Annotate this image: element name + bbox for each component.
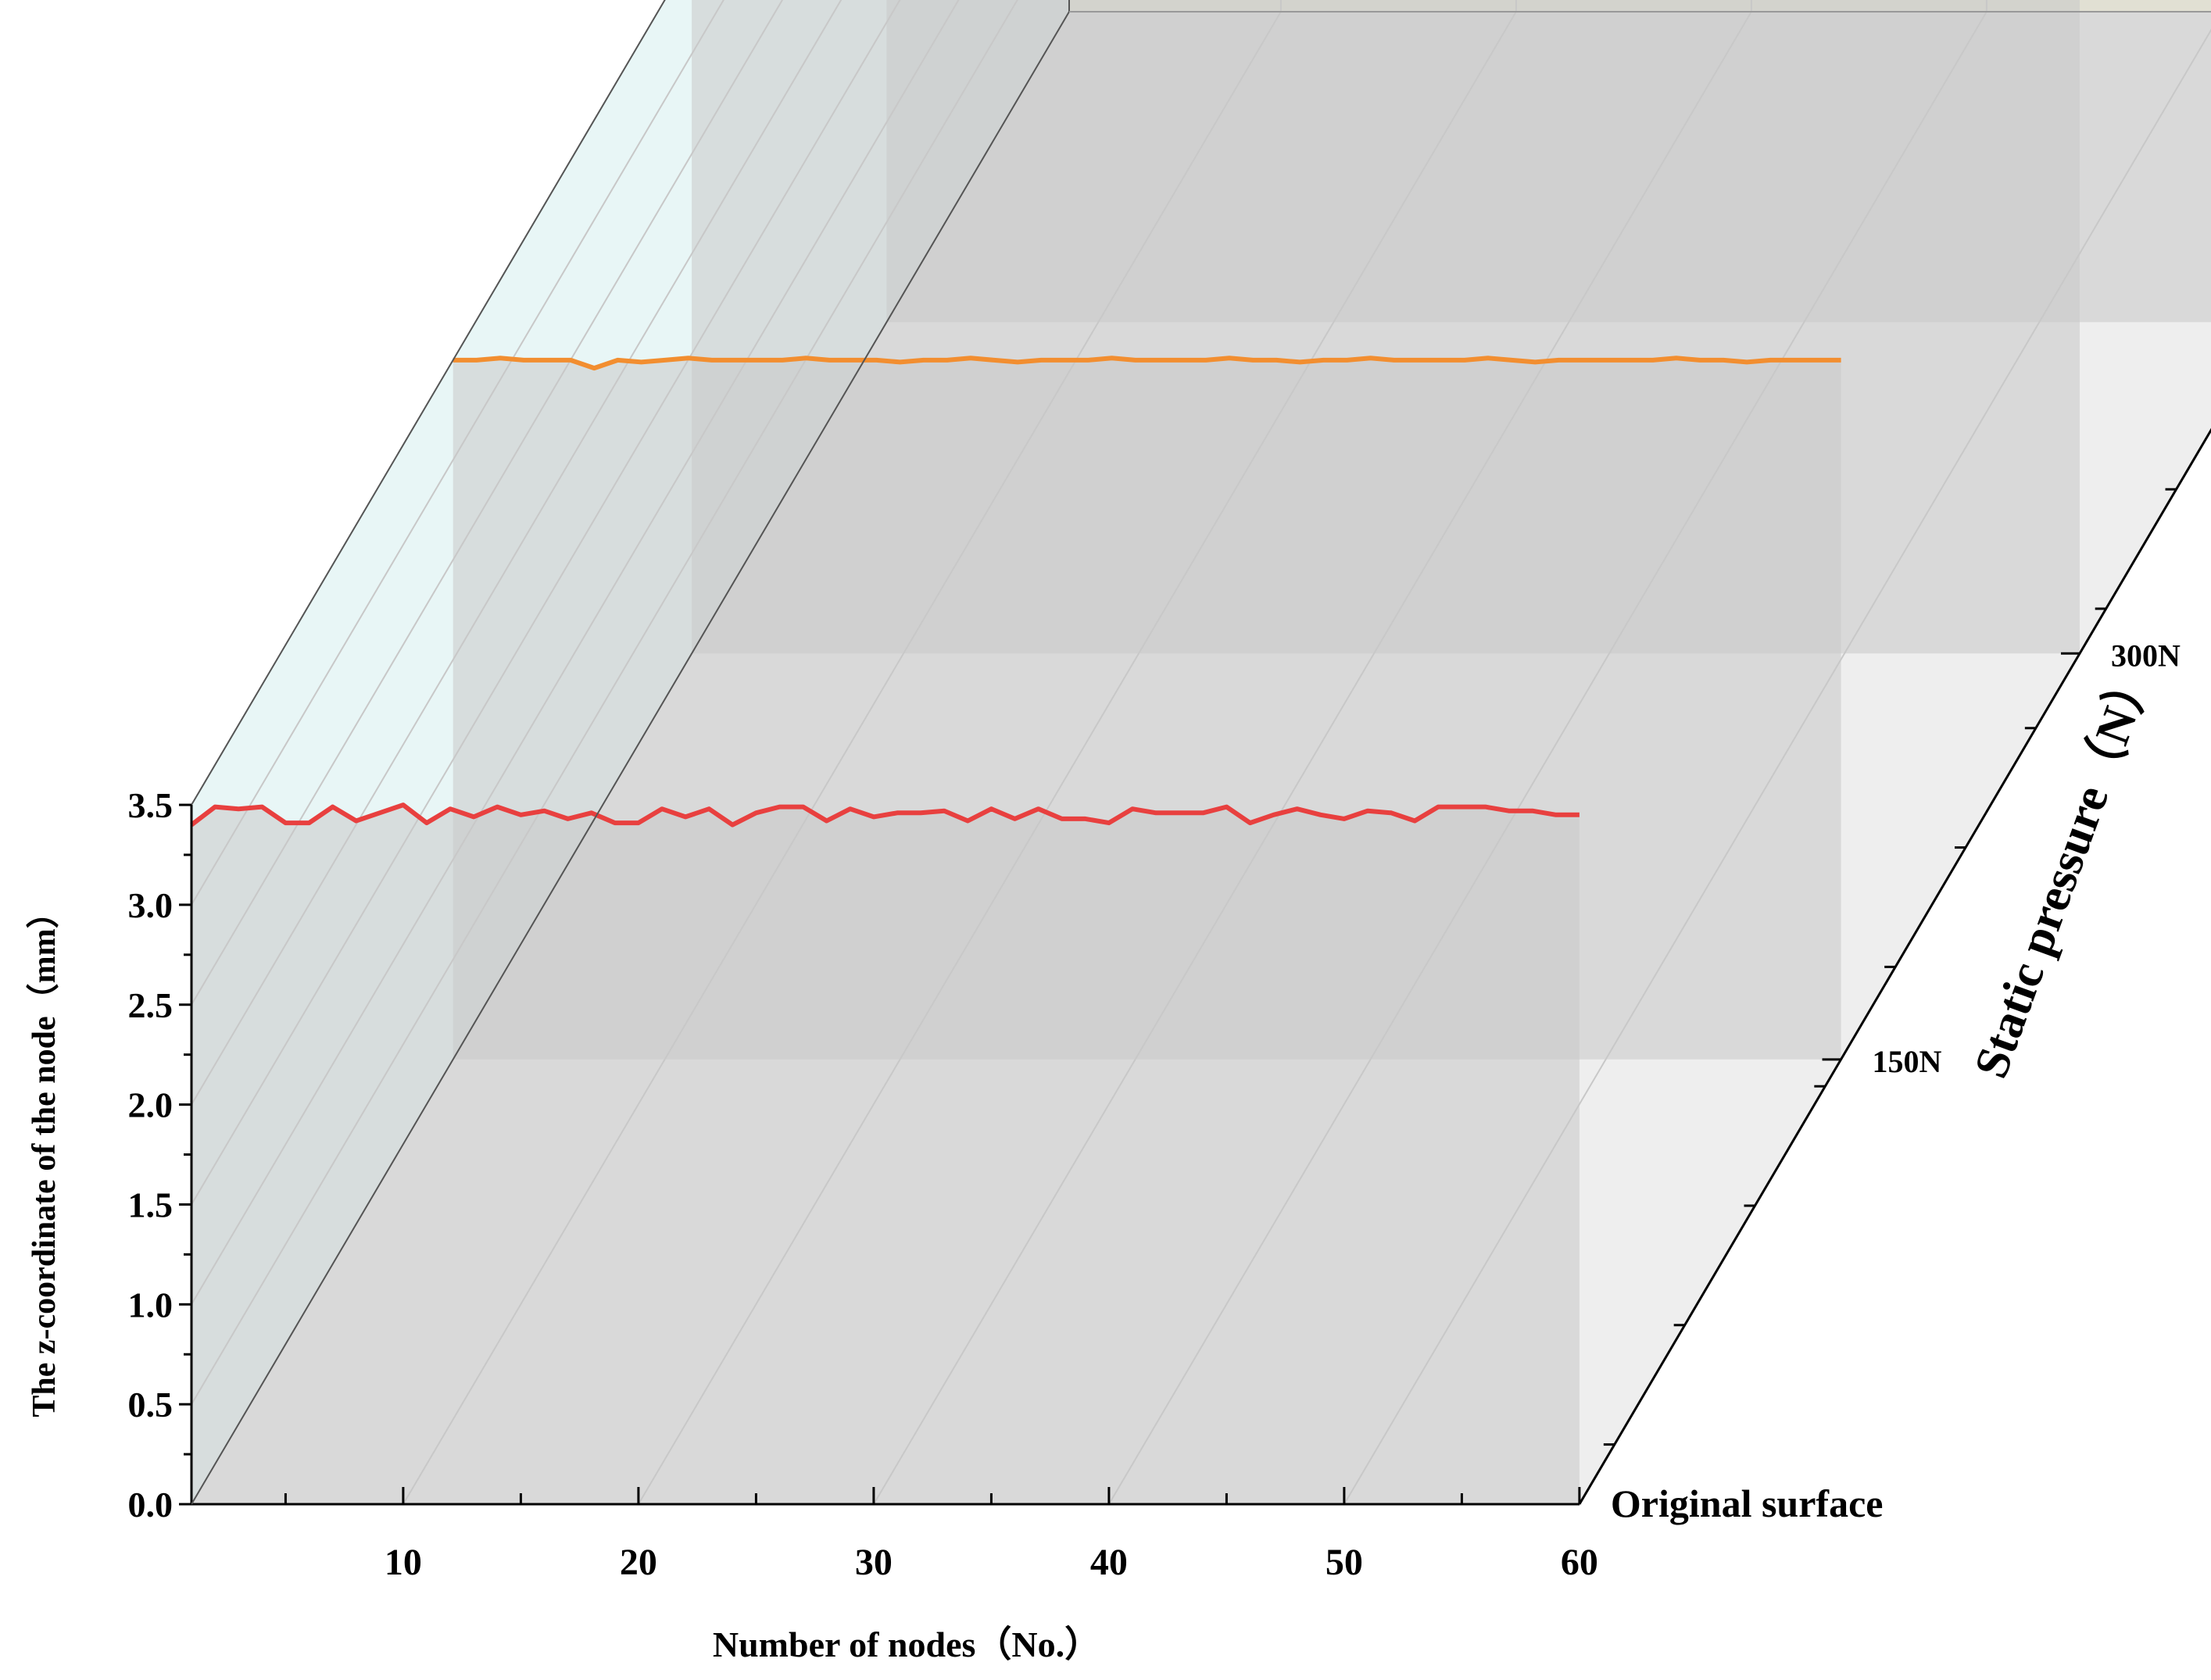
series-area-original-surface [191,805,1580,1504]
z-tick-label: Original surface [1611,1482,1884,1525]
tick-labels: 0.0 0.5 1.0 1.5 2.0 2.5 3.0 3.5 10 20 30 40 50 60 Orig… [128,638,2181,1583]
x-tick-label: 10 [385,1542,422,1583]
y-axis-title: The z-coordinate of the node（mm） [26,895,63,1417]
x-tick-label: 30 [855,1542,893,1583]
left-floor-edge [191,11,1070,1505]
z-tick-label: 150N [1873,1044,1942,1079]
series-ribbons [190,0,2211,1504]
x-tick-label: 20 [620,1542,657,1583]
series-line-original-surface [190,802,1580,827]
axis-ticks [179,488,2177,1506]
y-tick-label: 1.0 [128,1285,174,1324]
z-axis-line [1578,427,2211,1505]
series-line-150n [453,356,1841,371]
x-tick-label: 50 [1326,1542,1363,1583]
x-axis-title: Number of nodes（No.） [713,1625,1100,1664]
y-tick-label: 0.0 [128,1485,174,1525]
y-tick-label: 2.5 [128,985,174,1025]
left-wall-top-edge [191,0,666,806]
y-tick-label: 2.0 [128,1085,174,1125]
x-tick-label: 60 [1561,1542,1598,1583]
x-tick-label: 40 [1090,1542,1128,1583]
y-tick-label: 3.0 [128,885,174,925]
y-tick-label: 1.5 [128,1185,174,1224]
chart-frame [190,0,2211,1506]
y-tick-label: 0.5 [128,1385,174,1424]
y-tick-label: 3.5 [128,785,174,825]
z-tick-label: 300N [2111,638,2181,673]
